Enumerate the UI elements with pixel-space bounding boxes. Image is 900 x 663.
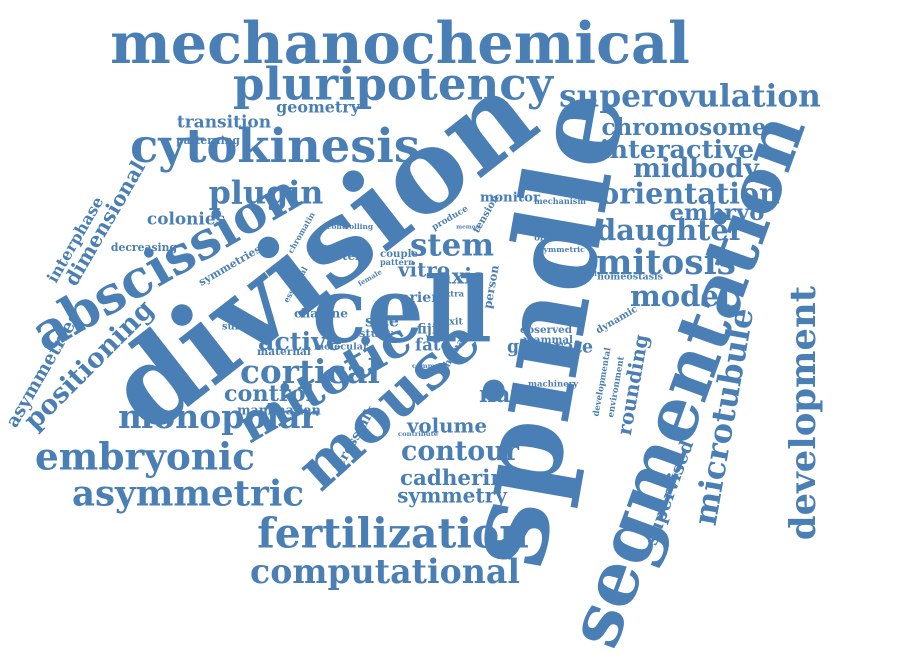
word-daughter: daughter <box>596 213 745 247</box>
word-sufficient: sufficient <box>222 322 274 333</box>
word-extra: extra <box>440 289 465 299</box>
word-active: active <box>258 326 342 356</box>
word-stem: stem <box>410 228 494 264</box>
word-physical: physical <box>567 270 597 278</box>
word-symmetry: symmetry <box>397 484 508 508</box>
word-plugin: plugin <box>209 175 324 212</box>
word-generate: generate <box>507 338 593 358</box>
word-monitor: monitor <box>480 190 541 206</box>
word-pattern: pattern <box>380 257 414 267</box>
word-patterning: patterning <box>176 134 240 147</box>
word-machinery: machinery <box>528 380 579 390</box>
word-maternal: maternal <box>257 346 311 358</box>
word-homeostasis: homeostasis <box>597 272 663 283</box>
word-study: study <box>359 326 393 340</box>
word-computational: computational <box>250 552 520 591</box>
word-orient: orient <box>400 290 448 306</box>
word-symmetric: symmetric <box>539 245 585 254</box>
word-colonies: colonies <box>147 209 225 229</box>
word-naive: naive <box>479 381 547 408</box>
word-exit: exit <box>443 317 463 328</box>
word-transition: transition <box>177 113 271 133</box>
word-common: common <box>412 362 444 370</box>
word-model: model <box>630 279 730 313</box>
word-contribute: contribute <box>398 430 439 438</box>
word-cortical: cortical <box>240 352 380 391</box>
word-midbody: midbody <box>633 153 760 184</box>
word-mammal: mammal <box>523 334 573 346</box>
word-intrinsic: intrinsic <box>538 268 580 278</box>
word-mechanism: mechanism <box>534 196 586 206</box>
word-cytokinesis: cytokinesis <box>130 119 420 173</box>
word-mammalian: mammalian <box>237 403 321 418</box>
word-memory: memory <box>456 225 482 231</box>
word-interactive: interactive <box>600 135 754 165</box>
word-decreasing: decreasing <box>111 241 178 254</box>
word-embryo: embryo <box>669 200 764 226</box>
word-embryonic: embryonic <box>35 435 255 479</box>
word-mechanochemical: mechanochemical <box>110 9 690 77</box>
word-mitosis: mitosis <box>596 243 736 283</box>
word-fate: fate <box>415 336 451 355</box>
word-observed: observed <box>520 324 573 336</box>
word-fertilization: fertilization <box>257 510 529 558</box>
word-chaigne: chaigne <box>294 307 348 321</box>
word-objective: objective <box>534 234 578 244</box>
word-couple: couple <box>380 248 418 260</box>
word-chromosome: chromosome <box>601 114 766 141</box>
word-superovulation: superovulation <box>559 79 821 115</box>
word-geometry: geometry <box>276 98 360 117</box>
word-contour: contour <box>401 436 520 467</box>
word-development: development <box>783 285 824 540</box>
word-pluripotency: pluripotency <box>233 58 555 111</box>
word-control: control <box>224 381 314 407</box>
word-size: size <box>365 312 399 331</box>
word-protein: protein <box>320 249 368 263</box>
word-orientation: orientation <box>600 177 780 211</box>
word-cell: cell <box>312 259 492 364</box>
word-molecular: molecular <box>314 342 369 353</box>
word-asymmetric: asymmetric <box>72 474 304 515</box>
word-vitro: vitro <box>397 258 450 282</box>
word-monopolar: monopolar <box>118 397 318 436</box>
word-axis: axis <box>438 264 484 289</box>
word-controlling: controlling <box>327 222 373 231</box>
word-cadherin: cadherin <box>400 466 506 491</box>
word-fiji: fiji <box>417 322 437 338</box>
word-volume: volume <box>406 414 487 438</box>
